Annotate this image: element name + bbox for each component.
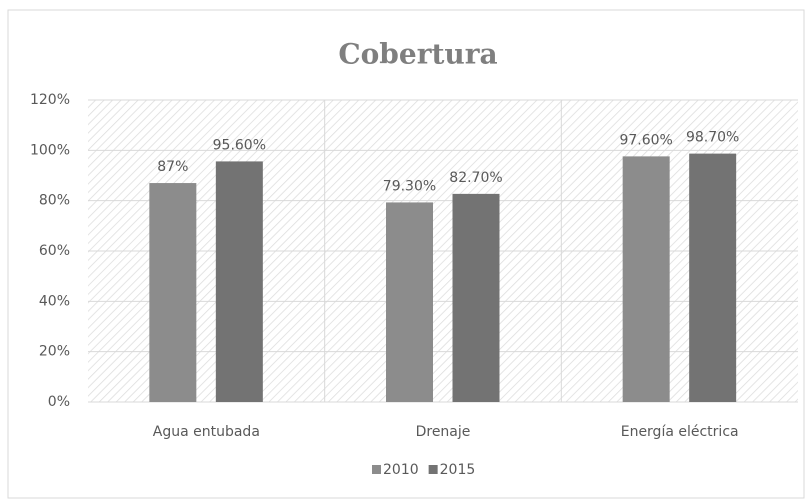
legend-swatch — [372, 465, 381, 474]
y-tick-label: 60% — [39, 243, 70, 259]
bar — [689, 153, 737, 402]
data-label: 98.70% — [686, 130, 739, 146]
bar — [149, 183, 197, 402]
y-tick-label: 0% — [48, 394, 70, 410]
y-tick-label: 100% — [30, 142, 70, 158]
y-tick-label: 80% — [39, 193, 70, 209]
bar — [215, 161, 263, 402]
bar — [386, 202, 433, 402]
data-label: 95.60% — [213, 137, 266, 153]
bar — [452, 193, 500, 402]
y-tick-label: 20% — [39, 344, 70, 360]
legend-swatch — [428, 465, 438, 474]
bar — [622, 156, 670, 402]
data-label: 82.70% — [449, 170, 502, 186]
chart-title: Cobertura — [338, 38, 497, 71]
legend-label: 2010 — [383, 462, 419, 478]
x-tick-label: Energía eléctrica — [621, 424, 739, 440]
data-label: 79.30% — [383, 178, 436, 194]
x-tick-label: Agua entubada — [153, 424, 260, 440]
y-tick-label: 40% — [39, 293, 70, 309]
y-tick-label: 120% — [30, 92, 70, 108]
legend-label: 2015 — [440, 462, 476, 478]
data-label: 87% — [157, 159, 188, 175]
data-label: 97.60% — [619, 132, 672, 148]
x-tick-label: Drenaje — [416, 424, 471, 440]
